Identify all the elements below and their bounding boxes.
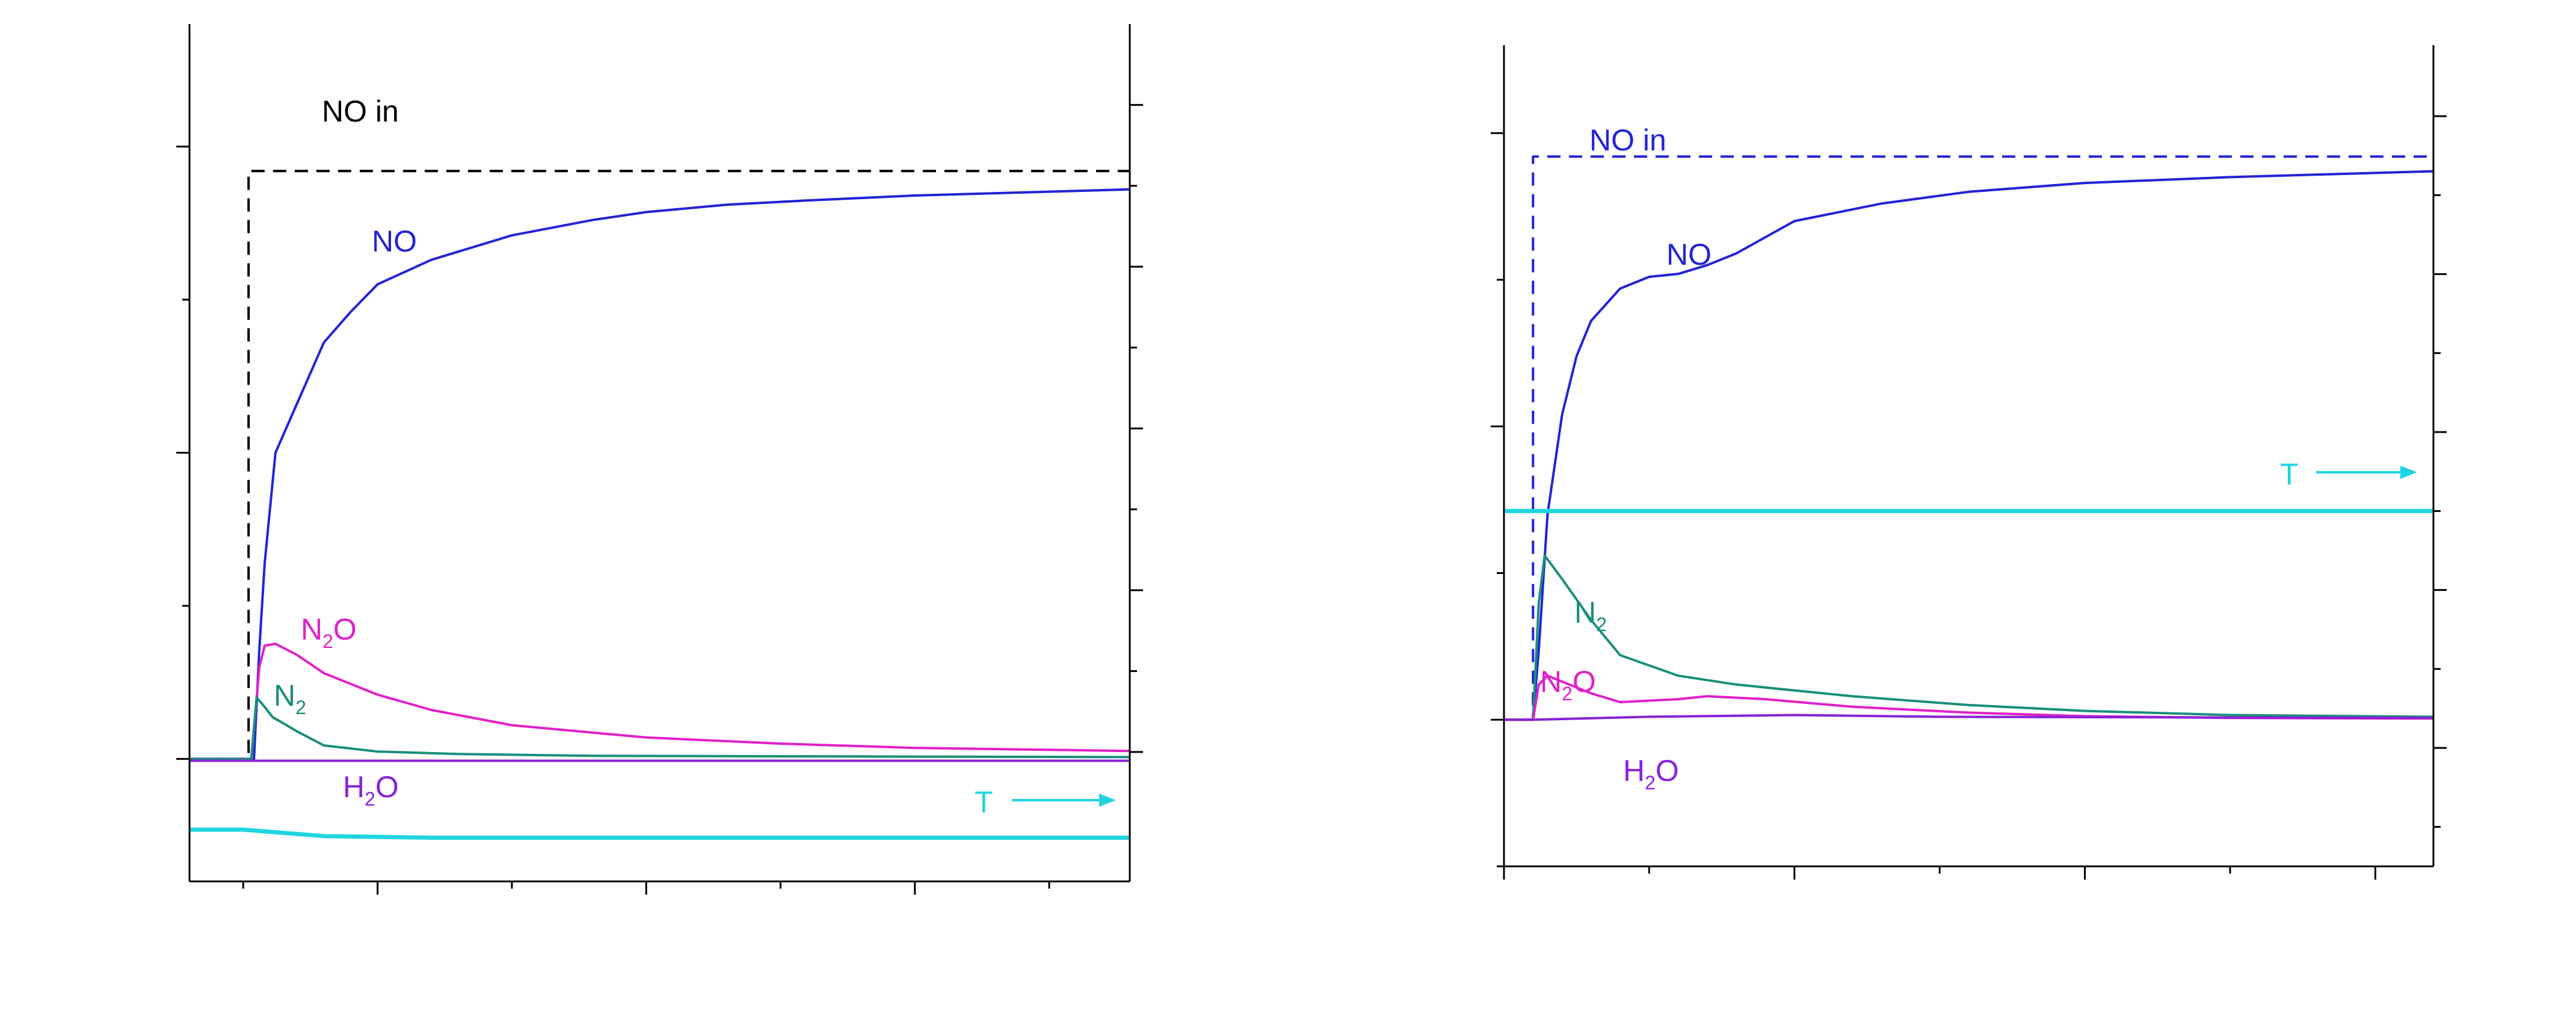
series-label-tail: O (1573, 665, 1596, 699)
series-label-h2o: H2O (343, 770, 399, 810)
series-label-main: H (343, 770, 365, 804)
series-label-t: T (975, 785, 993, 819)
series-label-main: N (274, 679, 295, 712)
series-label-no-in: NO in (322, 94, 399, 128)
series-label-subscript: 2 (322, 631, 333, 652)
series-label-n2: N2 (274, 679, 306, 718)
series-line-no-in (1504, 155, 2433, 721)
series-line-t (190, 827, 1130, 840)
series-label-subscript: 2 (1562, 683, 1573, 705)
series-line-no-in (190, 170, 1130, 760)
series-line-no (190, 188, 1130, 760)
series-label-no: NO (372, 224, 417, 258)
temperature-arrow-head-icon (2400, 466, 2417, 479)
series-label-t: T (2280, 457, 2299, 491)
series-label-n2o: N2O (1540, 665, 1596, 705)
series-label-tail: O (333, 612, 357, 646)
series-label-n2o: N2O (301, 612, 357, 652)
series-label-tail: O (375, 770, 399, 804)
series-label-main: NO (1666, 238, 1712, 271)
series-line-n2 (1504, 554, 2434, 721)
temperature-arrow-head-icon (1099, 794, 1116, 807)
series-label-main: T (2280, 457, 2299, 491)
series-line-no (1504, 170, 2434, 721)
series-label-main: NO (372, 224, 417, 258)
series-label-subscript: 2 (1596, 614, 1607, 635)
series-label-main: T (975, 785, 993, 819)
series-label-main: N (1540, 665, 1562, 699)
series-label-no: NO (1666, 238, 1712, 271)
series-line-n2o (190, 643, 1130, 760)
series-line-h2o (1504, 714, 2434, 721)
series-label-no-in: NO in (1589, 123, 1666, 157)
series-label-main: N (301, 612, 322, 646)
series-label-main: NO in (1589, 123, 1666, 157)
series-label-main: H (1623, 754, 1645, 788)
series-label-subscript: 2 (295, 697, 306, 718)
series-label-subscript: 2 (1645, 772, 1656, 794)
series-label-main: NO in (322, 94, 399, 128)
series-label-tail: O (1656, 754, 1679, 788)
series-line-n2o (1504, 674, 2434, 721)
series-label-h2o: H2O (1623, 754, 1679, 794)
series-label-n2: N2 (1574, 596, 1607, 635)
series-label-main: N (1574, 596, 1596, 629)
series-label-subscript: 2 (365, 788, 375, 810)
series-line-n2 (190, 696, 1130, 760)
